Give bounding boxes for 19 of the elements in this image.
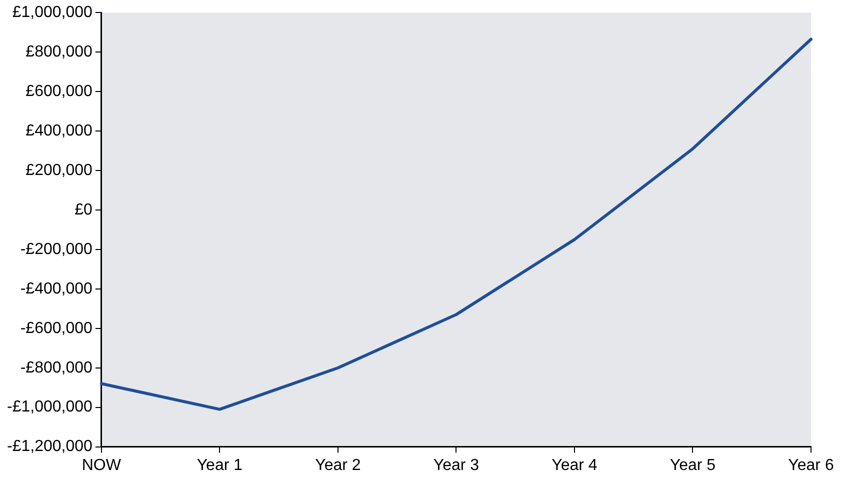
x-tick-label: Year 4 (552, 456, 598, 474)
y-tick-label: £0 (74, 201, 93, 218)
y-tick-label: £1,000,000 (12, 4, 93, 22)
x-tick-label: Year 1 (196, 456, 243, 474)
x-tick-label: Year 6 (788, 456, 834, 474)
y-tick-label: -£800,000 (20, 359, 93, 376)
y-tick-label: -£1,200,000 (7, 438, 93, 456)
y-tick-label: £400,000 (26, 122, 93, 140)
y-tick-label: £200,000 (26, 162, 93, 179)
y-tick-label: -£600,000 (20, 320, 93, 337)
y-tick-label: -£1,000,000 (7, 398, 93, 416)
x-tick-label: Year 2 (315, 456, 361, 474)
x-tick-label: Year 3 (433, 456, 480, 474)
y-tick-label: -£200,000 (20, 240, 93, 258)
y-tick-label: £600,000 (26, 82, 93, 100)
x-tick-label: NOW (82, 456, 122, 474)
y-tick-label: £800,000 (26, 43, 93, 60)
x-tick-label: Year 5 (670, 456, 716, 474)
y-tick-label: -£400,000 (20, 280, 93, 298)
